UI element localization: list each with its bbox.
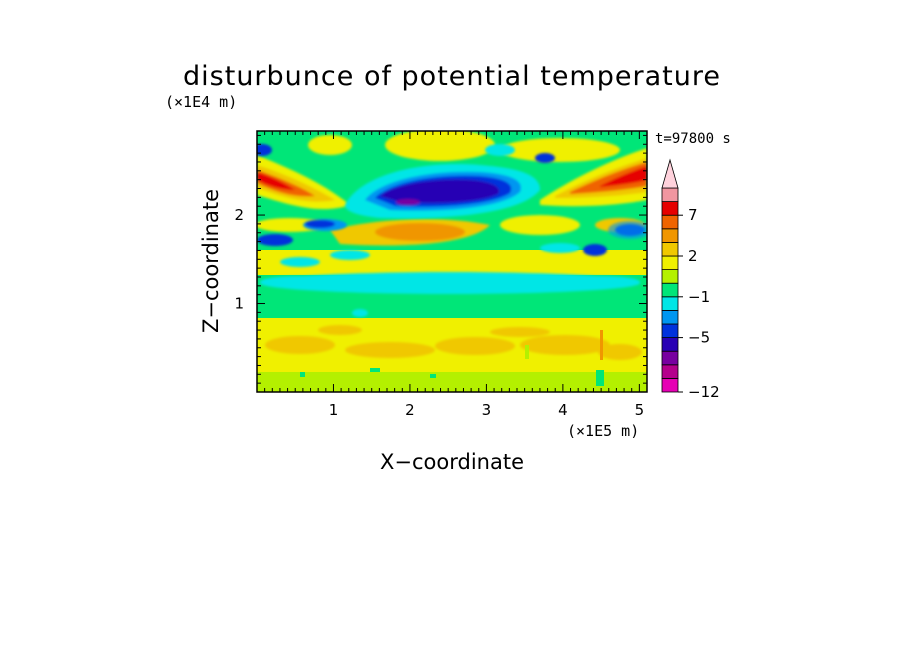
colorbar-cell — [661, 337, 679, 352]
x-tick-label: 3 — [482, 401, 492, 419]
colorbar-label: 2 — [688, 247, 698, 265]
colorbar-cell — [661, 255, 679, 271]
x-tick-label: 2 — [405, 401, 415, 419]
colorbar-cell — [661, 201, 679, 216]
ground-yellowgreen — [257, 372, 647, 392]
y-tick-label: 2 — [234, 206, 244, 224]
y-unit-label: (×1E4 m) — [165, 93, 237, 111]
plot-frame — [256, 130, 648, 393]
x-unit-label: (×1E5 m) — [567, 422, 639, 440]
colorbar-cell — [661, 309, 679, 325]
colorbar-cell — [661, 214, 679, 230]
colorbar-cell — [661, 187, 679, 203]
lower-orange-patches — [265, 325, 642, 360]
colorbar: −12−5−127 — [661, 158, 720, 401]
upper-yellow-band — [257, 250, 647, 275]
contour-field — [257, 131, 647, 392]
y-axis-ticks: 12 — [234, 134, 647, 393]
cold-regions — [257, 144, 647, 267]
colorbar-label: −1 — [688, 288, 710, 306]
x-tick-label: 4 — [558, 401, 568, 419]
colorbar-cell — [661, 364, 679, 379]
x-axis-label: X−coordinate — [380, 450, 524, 474]
colorbar-label: 7 — [688, 206, 698, 224]
colorbar-cell — [661, 241, 679, 257]
y-tick-label: 1 — [234, 295, 244, 313]
colorbar-label: −12 — [688, 383, 720, 401]
colorbar-extend-arrow — [661, 158, 679, 189]
colorbar-cell — [661, 350, 679, 366]
colorbar-label: −5 — [688, 329, 710, 347]
colorbar-cell — [661, 269, 679, 284]
x-axis-ticks: 1 2 3 4 5 — [256, 131, 648, 419]
time-label: t=97800 s — [655, 131, 731, 147]
colorbar-cell — [661, 323, 679, 339]
ground-speckles — [300, 330, 604, 386]
colorbar-cell — [661, 282, 679, 298]
x-tick-label: 5 — [635, 401, 645, 419]
mid-cyan-band — [260, 272, 640, 317]
colorbar-cell — [661, 296, 679, 311]
colorbar-cell — [661, 377, 679, 393]
y-axis-label: Z−coordinate — [199, 189, 223, 333]
x-tick-label: 1 — [329, 401, 339, 419]
colorbar-cell — [661, 228, 679, 243]
chart-title: disturbunce of potential temperature — [183, 61, 721, 92]
